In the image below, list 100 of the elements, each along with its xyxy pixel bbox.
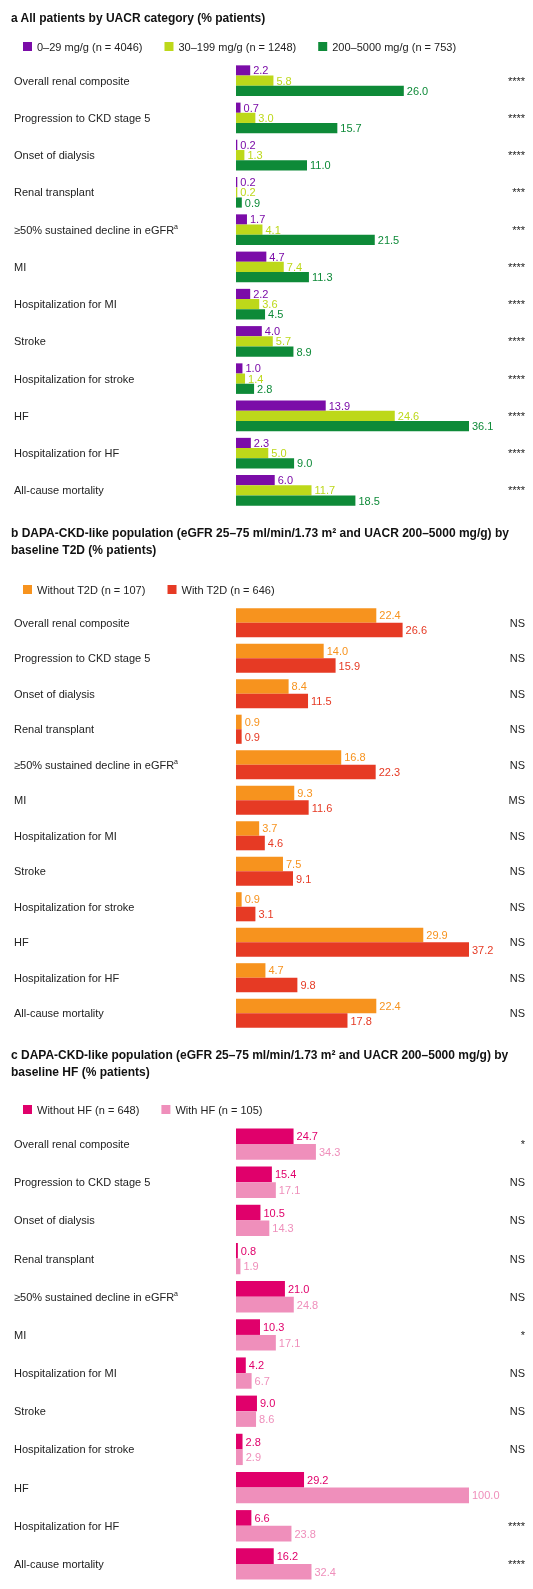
bar bbox=[236, 658, 336, 673]
legend-label: 30–199 mg/g (n = 1248) bbox=[178, 40, 297, 53]
bar bbox=[236, 475, 275, 486]
y-tick-label: All-cause mortality bbox=[14, 1557, 105, 1570]
data-label: 0.9 bbox=[244, 715, 260, 728]
data-label: 10.3 bbox=[263, 1321, 285, 1334]
text: **** bbox=[507, 260, 526, 273]
bar bbox=[236, 750, 342, 765]
bar bbox=[236, 288, 251, 300]
y-tick-label: Renal transplant bbox=[14, 1252, 95, 1265]
y-tick-label: Progression to CKD stage 5 bbox=[14, 1176, 151, 1189]
bar bbox=[236, 871, 293, 886]
text: NS bbox=[509, 829, 525, 842]
text: **** bbox=[507, 111, 526, 124]
bar bbox=[236, 963, 266, 978]
bar bbox=[236, 1296, 294, 1313]
text: **** bbox=[507, 298, 526, 311]
text: **** bbox=[507, 409, 526, 422]
data-label: 9.0 bbox=[259, 1397, 276, 1410]
data-label: 5.0 bbox=[271, 447, 287, 460]
bar bbox=[236, 485, 312, 496]
data-label: 4.5 bbox=[268, 308, 284, 321]
text: **** bbox=[507, 335, 526, 348]
text: NS bbox=[509, 616, 525, 629]
bar bbox=[236, 214, 247, 225]
bar bbox=[236, 714, 242, 730]
data-label: 4.0 bbox=[264, 325, 281, 338]
data-label: 1.9 bbox=[243, 1260, 259, 1273]
data-label: 34.3 bbox=[318, 1145, 341, 1158]
data-label: 23.8 bbox=[294, 1527, 316, 1540]
data-label: 22.3 bbox=[378, 766, 401, 779]
text: NS bbox=[509, 900, 525, 913]
bar bbox=[236, 150, 245, 161]
bar bbox=[236, 977, 298, 993]
legend-label: 200–5000 mg/g (n = 753) bbox=[332, 40, 457, 53]
bar bbox=[236, 892, 242, 907]
bar bbox=[236, 1449, 243, 1466]
y-tick-label: Onset of dialysis bbox=[14, 149, 96, 162]
data-label: 14.3 bbox=[272, 1222, 294, 1235]
text: NS bbox=[509, 1176, 525, 1189]
bar bbox=[236, 261, 284, 272]
data-label: 11.5 bbox=[311, 695, 332, 708]
bar bbox=[236, 679, 289, 694]
text: NS bbox=[509, 723, 525, 736]
text: NS bbox=[509, 1367, 525, 1380]
legend-label: Without T2D (n = 107) bbox=[37, 583, 146, 596]
bar bbox=[236, 197, 242, 208]
data-label: 8.4 bbox=[291, 680, 307, 693]
text: NS bbox=[509, 1007, 525, 1020]
bar bbox=[236, 234, 375, 245]
data-label: 14.0 bbox=[326, 644, 349, 657]
bar bbox=[236, 1357, 246, 1374]
data-label: 8.9 bbox=[296, 345, 312, 358]
bar bbox=[236, 458, 295, 469]
bar bbox=[236, 336, 273, 347]
data-label: 24.6 bbox=[397, 409, 420, 422]
y-tick-label: HF bbox=[14, 936, 29, 949]
data-label: 17.1 bbox=[278, 1184, 301, 1197]
bar bbox=[236, 1373, 252, 1389]
bar bbox=[236, 410, 395, 421]
text: *** bbox=[512, 186, 526, 199]
data-label: 24.8 bbox=[296, 1298, 319, 1311]
data-label: 0.9 bbox=[244, 893, 260, 906]
data-label: 22.4 bbox=[379, 609, 401, 622]
text: * bbox=[520, 1328, 526, 1341]
bar bbox=[236, 821, 260, 836]
bar bbox=[236, 622, 403, 638]
data-label: 15.9 bbox=[338, 659, 361, 672]
data-label: 0.2 bbox=[240, 176, 256, 189]
data-label: 1.7 bbox=[249, 213, 266, 226]
data-label: 1.0 bbox=[245, 362, 261, 375]
data-label: 37.2 bbox=[472, 943, 494, 956]
bar bbox=[236, 160, 307, 171]
data-label: 0.7 bbox=[243, 101, 259, 114]
data-label: 0.9 bbox=[244, 196, 261, 209]
y-tick-label: Hospitalization for stroke bbox=[14, 1443, 135, 1456]
legend-label: With HF (n = 105) bbox=[175, 1103, 263, 1116]
y-tick-label: HF bbox=[14, 1481, 29, 1494]
data-label: 9.8 bbox=[300, 979, 316, 992]
bar bbox=[236, 1563, 312, 1580]
text: **** bbox=[507, 149, 526, 162]
data-label: 29.2 bbox=[307, 1473, 329, 1486]
y-tick-label: Hospitalization for MI bbox=[14, 298, 117, 311]
data-label: 7.4 bbox=[286, 260, 303, 273]
data-label: 2.8 bbox=[245, 1435, 261, 1448]
text: MS bbox=[508, 794, 525, 807]
data-label: 2.2 bbox=[253, 64, 269, 77]
data-label: 8.6 bbox=[259, 1413, 275, 1426]
data-label: 32.4 bbox=[314, 1565, 336, 1578]
y-tick-label: Overall renal composite bbox=[14, 1138, 130, 1151]
bar bbox=[236, 1204, 261, 1221]
data-label: 17.1 bbox=[278, 1336, 301, 1349]
bar bbox=[236, 251, 267, 262]
data-label: 3.7 bbox=[262, 822, 278, 835]
data-label: 15.4 bbox=[274, 1168, 297, 1181]
data-label: 3.0 bbox=[258, 111, 274, 124]
bar bbox=[236, 1166, 272, 1183]
data-label: 11.0 bbox=[310, 159, 331, 172]
data-label: 0.9 bbox=[244, 730, 260, 743]
text: NS bbox=[509, 652, 525, 665]
